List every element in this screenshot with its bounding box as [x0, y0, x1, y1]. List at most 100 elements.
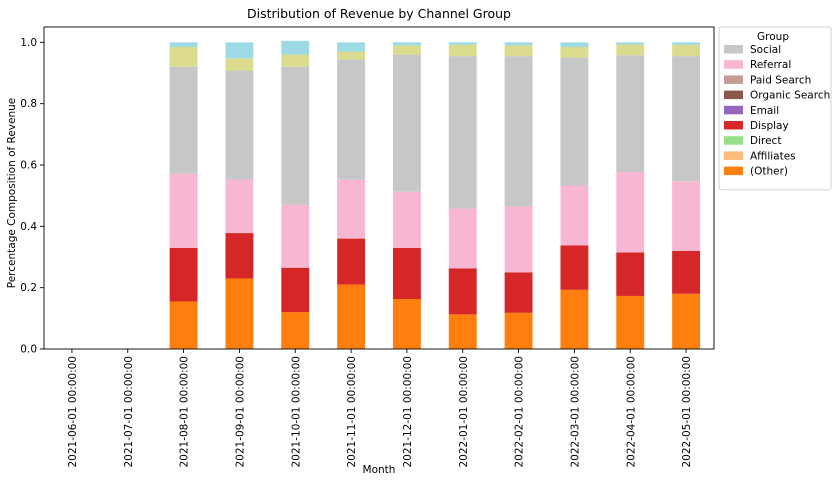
bar-segment-5-0 [337, 284, 366, 349]
bar-segment-9-8 [560, 57, 589, 186]
legend-swatch [724, 75, 743, 84]
legend-swatch [724, 90, 743, 100]
bar-segment-3-8 [225, 70, 254, 180]
bar-segment-2-9 [169, 46, 198, 67]
bar-segment-3-0 [225, 278, 254, 349]
x-tick-label: 2022-04-01 00:00:00 [625, 356, 637, 468]
legend-label: Organic Search [750, 90, 830, 102]
legend-label: Display [750, 120, 789, 132]
bar-segment-2-3 [169, 247, 198, 302]
bar-segment-8-0 [504, 312, 533, 349]
legend-swatch [724, 136, 743, 145]
axes-layer: 0.0 0.2 0.4 0.6 0.8 1.0 2021-06-01 00:00:00 202… [20, 26, 715, 468]
bar-segment-9-9 [560, 46, 589, 58]
y-tick-label: 0.8 [20, 98, 37, 110]
bar-segment-8-10 [504, 42, 533, 46]
bar-segment-3-9 [225, 58, 254, 71]
bar-segment-3-7 [225, 179, 254, 234]
legend-label: Email [750, 105, 779, 117]
bar-segment-9-3 [560, 245, 589, 290]
bar-segment-7-7 [448, 208, 477, 269]
legend-label: Paid Search [750, 74, 811, 86]
bar-segment-3-3 [225, 233, 254, 279]
bar-segment-6-3 [392, 247, 421, 300]
bar-segment-7-10 [448, 42, 477, 45]
bar-segment-10-8 [616, 55, 645, 173]
x-tick-label: 2022-02-01 00:00:00 [514, 356, 526, 468]
bar-segment-6-10 [392, 42, 421, 46]
bar-segment-9-7 [560, 185, 589, 246]
y-tick-label: 0.4 [20, 221, 37, 233]
bar-segment-8-3 [504, 272, 533, 313]
bar-segment-11-9 [672, 44, 701, 57]
legend-swatch [724, 121, 743, 130]
legend-swatch [724, 60, 743, 69]
bar-segment-8-9 [504, 45, 533, 57]
legend-label: Affiliates [750, 150, 796, 162]
x-tick-label: 2021-08-01 00:00:00 [179, 356, 191, 468]
bar-segment-5-8 [337, 59, 366, 180]
legend-swatch [724, 45, 743, 54]
legend-label: Social [750, 44, 781, 56]
y-axis-label: Percentage Composition of Revenue [6, 98, 18, 289]
bar-segment-10-7 [616, 172, 645, 253]
bar-segment-11-3 [672, 250, 701, 294]
bar-segment-2-7 [169, 173, 198, 248]
bar-segment-7-3 [448, 268, 477, 315]
bar-segment-11-10 [672, 42, 701, 45]
bars-layer [169, 40, 701, 349]
legend-label: Direct [750, 135, 781, 147]
y-tick-label: 0.0 [20, 344, 37, 356]
bar-segment-10-10 [616, 42, 645, 45]
bar-segment-9-10 [560, 42, 589, 47]
x-tick-label: 2022-01-01 00:00:00 [458, 356, 470, 468]
bar-segment-7-0 [448, 314, 477, 349]
bar-segment-6-0 [392, 299, 421, 349]
bar-segment-5-10 [337, 42, 366, 52]
legend: Group Social Referral Paid Search Organic S… [718, 26, 832, 191]
legend-title: Group [757, 31, 789, 43]
plot-frame [43, 26, 715, 350]
bar-segment-8-8 [504, 56, 533, 207]
y-tick-label: 0.6 [20, 160, 37, 172]
bar-segment-7-8 [448, 56, 477, 209]
bar-segment-11-8 [672, 56, 701, 182]
bar-segment-4-7 [281, 204, 310, 268]
x-axis-label: Month [363, 464, 396, 476]
bar-segment-2-10 [169, 42, 198, 47]
x-tick-label: 2022-03-01 00:00:00 [569, 356, 581, 468]
bar-segment-5-9 [337, 51, 366, 60]
bar-segment-4-0 [281, 312, 310, 349]
bar-segment-11-7 [672, 181, 701, 251]
x-tick-label: 2022-05-01 00:00:00 [681, 356, 693, 468]
x-tick-label: 2021-09-01 00:00:00 [234, 356, 246, 468]
bar-segment-11-0 [672, 293, 701, 349]
x-tick-label: 2021-06-01 00:00:00 [67, 356, 79, 468]
chart-title: Distribution of Revenue by Channel Group [247, 6, 511, 21]
legend-swatch [724, 151, 743, 160]
bar-segment-4-8 [281, 66, 310, 205]
bar-segment-10-3 [616, 252, 645, 296]
bar-segment-10-9 [616, 44, 645, 56]
x-tick-label: 2021-11-01 00:00:00 [346, 356, 358, 468]
legend-swatch [724, 105, 743, 115]
bar-segment-6-8 [392, 54, 421, 192]
x-tick-label: 2021-12-01 00:00:00 [402, 356, 414, 468]
x-tick-label: 2021-10-01 00:00:00 [290, 356, 302, 468]
bar-segment-9-0 [560, 289, 589, 349]
x-tick-label: 2021-07-01 00:00:00 [123, 356, 135, 468]
bar-segment-7-9 [448, 44, 477, 57]
y-tick-label: 0.2 [20, 282, 37, 294]
bar-segment-4-10 [281, 40, 310, 55]
bar-segment-5-3 [337, 238, 366, 285]
legend-box [718, 26, 832, 191]
bar-segment-10-0 [616, 295, 645, 349]
legend-label: Referral [750, 59, 791, 71]
bar-segment-2-0 [169, 301, 198, 349]
bar-segment-5-7 [337, 179, 366, 239]
bar-segment-6-9 [392, 45, 421, 55]
legend-swatch [724, 166, 743, 176]
bar-segment-3-10 [225, 42, 254, 59]
